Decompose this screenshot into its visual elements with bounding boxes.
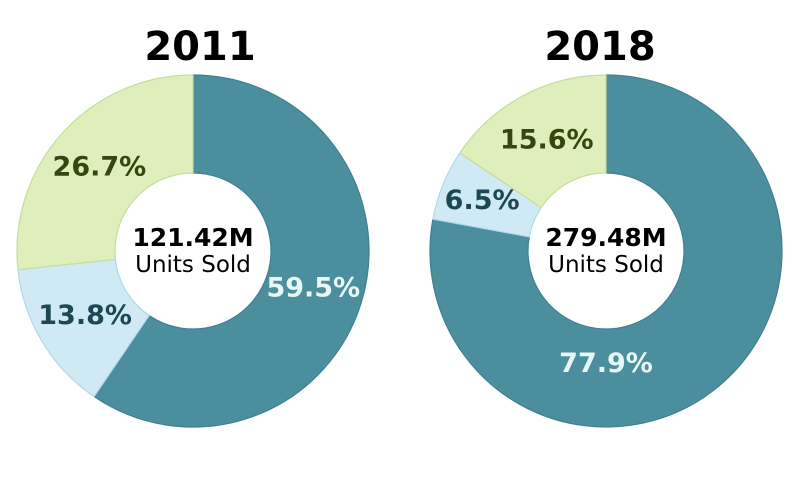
donut-2018-slice-1 xyxy=(429,74,783,428)
slice-percent-label-2011-2: 13.8% xyxy=(38,300,132,331)
donut-2018-slice-3 xyxy=(459,74,607,209)
slice-percent-label-2018-1: 77.9% xyxy=(559,348,653,379)
donut-2011-slice-1 xyxy=(93,74,370,428)
slice-percent-label-2011-1: 59.5% xyxy=(266,273,360,304)
slice-percent-label-2018-2: 6.5% xyxy=(445,185,520,216)
chart-title-2011: 2011 xyxy=(144,24,256,70)
slice-percent-label-2018-3: 15.6% xyxy=(500,124,594,155)
donut-2011-slice-3 xyxy=(16,74,194,271)
slice-percent-label-2011-3: 26.7% xyxy=(53,151,147,182)
chart-title-2018: 2018 xyxy=(544,24,656,70)
